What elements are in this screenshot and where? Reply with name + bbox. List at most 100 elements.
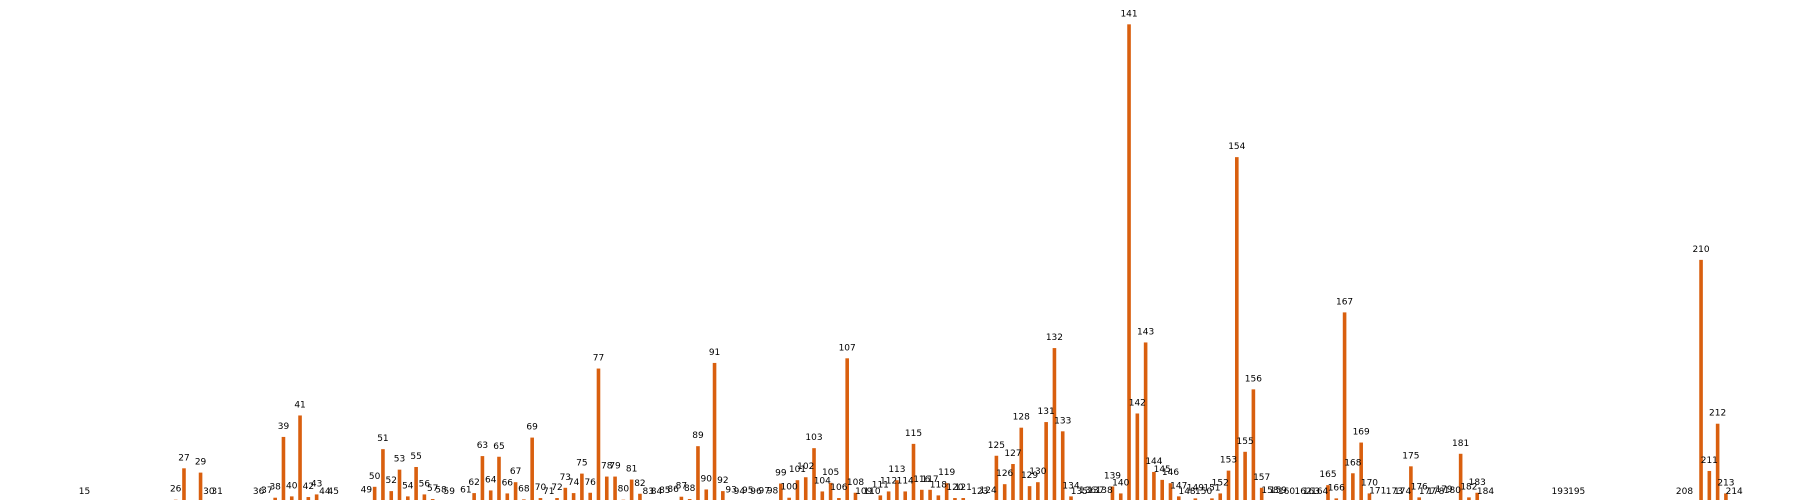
bar-label-94: 94	[734, 487, 746, 497]
bar-label-89: 89	[692, 431, 704, 441]
bar-label-181: 181	[1452, 439, 1469, 449]
bar-label-80: 80	[618, 485, 630, 495]
bar-82	[638, 493, 642, 500]
bar-105	[828, 482, 833, 500]
bar-label-173: 173	[1386, 487, 1403, 497]
bar-label-81: 81	[626, 465, 637, 475]
bar-label-129: 129	[1021, 471, 1038, 481]
bar-label-92: 92	[717, 476, 728, 486]
bar-label-56: 56	[419, 479, 431, 489]
bar-label-79: 79	[609, 462, 621, 472]
bar-69	[530, 437, 534, 500]
bar-label-37: 37	[261, 486, 272, 496]
bar-label-169: 169	[1353, 428, 1370, 438]
bar-label-86: 86	[667, 485, 679, 495]
bar-87	[679, 496, 684, 500]
bar-label-42: 42	[303, 482, 314, 492]
bar-153	[1226, 470, 1231, 500]
bar-label-78: 78	[601, 462, 613, 472]
bar-label-97: 97	[759, 486, 770, 496]
bar-label-88: 88	[684, 484, 696, 494]
bar-55	[414, 466, 418, 500]
bar-29	[198, 472, 203, 500]
bar-91	[712, 362, 717, 500]
bar-165	[1326, 485, 1330, 500]
bar-label-131: 131	[1038, 407, 1055, 417]
bar-120	[953, 498, 957, 500]
bar-51	[381, 449, 385, 500]
bar-label-58: 58	[435, 485, 447, 495]
bar-label-157: 157	[1253, 473, 1270, 483]
bar-label-164: 164	[1311, 487, 1328, 497]
bar-label-127: 127	[1004, 449, 1021, 459]
bar-167	[1342, 312, 1347, 500]
bars-layer	[173, 24, 1728, 500]
bar-label-90: 90	[701, 474, 713, 484]
bar-label-107: 107	[839, 343, 856, 353]
bar-166	[1334, 498, 1339, 500]
bar-119	[944, 483, 949, 500]
bar-label-154: 154	[1228, 142, 1245, 152]
bar-label-144: 144	[1145, 457, 1162, 467]
bar-53	[397, 469, 402, 500]
bar-168	[1351, 473, 1355, 500]
bar-101	[795, 480, 800, 500]
bar-label-133: 133	[1054, 416, 1071, 426]
bar-label-167: 167	[1336, 297, 1353, 307]
bar-label-149: 149	[1187, 483, 1204, 493]
bar-116	[919, 489, 924, 500]
bar-154	[1235, 157, 1239, 500]
bar-label-75: 75	[576, 459, 587, 469]
bar-170	[1367, 493, 1372, 500]
bar-113	[895, 480, 899, 500]
bar-label-193: 193	[1552, 487, 1569, 497]
bar-157	[1259, 487, 1264, 500]
bar-label-61: 61	[460, 485, 471, 495]
bar-label-213: 213	[1717, 478, 1734, 488]
bar-label-178: 178	[1427, 487, 1444, 497]
bar-label-49: 49	[361, 486, 373, 496]
bar-label-140: 140	[1112, 478, 1129, 488]
bar-label-74: 74	[568, 478, 580, 488]
bar-label-71: 71	[543, 487, 554, 497]
bar-183	[1475, 492, 1480, 500]
bar-label-119: 119	[938, 468, 955, 478]
bar-label-114: 114	[897, 476, 914, 486]
bar-155	[1243, 451, 1247, 500]
bar-146	[1168, 483, 1173, 500]
bar-125	[994, 455, 999, 500]
bar-label-116: 116	[913, 475, 930, 485]
bar-72	[555, 498, 559, 500]
bar-label-98: 98	[767, 486, 779, 496]
bar-label-130: 130	[1029, 467, 1046, 477]
bar-label-177: 177	[1419, 487, 1436, 497]
bar-label-62: 62	[468, 478, 479, 488]
bar-147	[1176, 496, 1181, 500]
bar-label-15: 15	[79, 487, 90, 497]
bar-100	[787, 497, 791, 500]
bar-39	[281, 436, 286, 500]
bar-106	[837, 498, 841, 500]
bar-label-152: 152	[1212, 478, 1229, 488]
bar-142	[1135, 413, 1140, 500]
bar-132	[1052, 348, 1057, 500]
bar-label-170: 170	[1361, 478, 1378, 488]
bar-label-141: 141	[1120, 9, 1137, 19]
bar-65	[497, 456, 501, 500]
bar-41	[298, 415, 302, 500]
bar-38	[273, 497, 277, 500]
bar-212	[1715, 423, 1720, 500]
bar-43	[314, 494, 319, 500]
bar-169	[1359, 442, 1363, 500]
bar-label-54: 54	[402, 481, 414, 491]
bar-label-182: 182	[1460, 482, 1477, 492]
bar-label-113: 113	[888, 465, 905, 475]
bar-141	[1127, 24, 1131, 500]
bar-134	[1069, 496, 1073, 500]
bar-label-66: 66	[502, 478, 514, 488]
bar-label-70: 70	[535, 483, 547, 493]
bar-label-100: 100	[781, 483, 798, 493]
bar-76	[588, 492, 592, 500]
